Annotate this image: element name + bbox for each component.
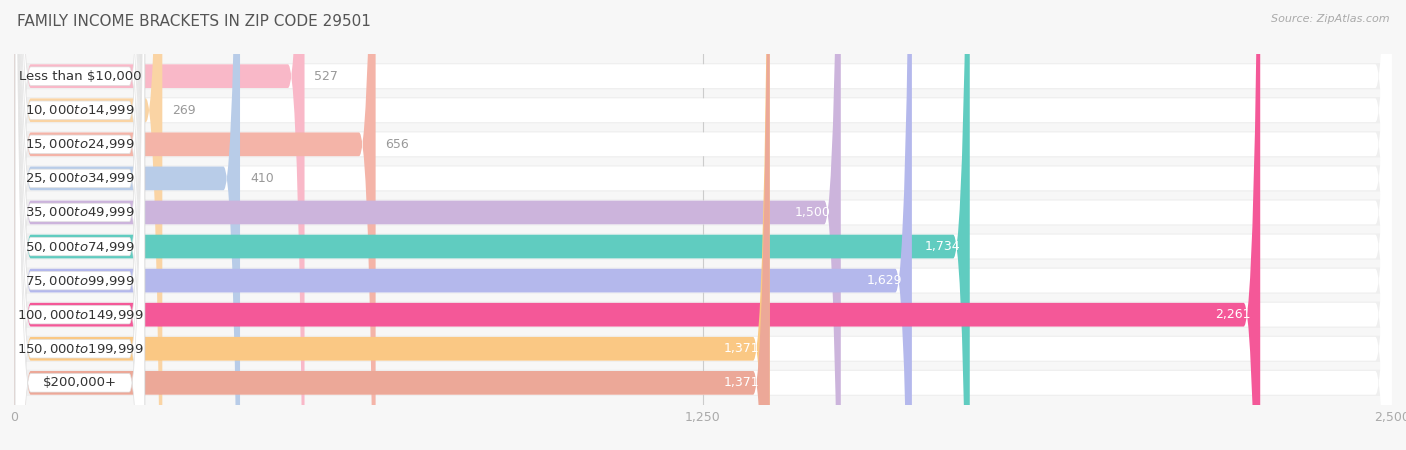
FancyBboxPatch shape: [14, 0, 1392, 450]
Text: $25,000 to $34,999: $25,000 to $34,999: [25, 171, 135, 185]
Text: 410: 410: [250, 172, 274, 185]
FancyBboxPatch shape: [15, 0, 145, 450]
FancyBboxPatch shape: [14, 0, 769, 450]
Text: FAMILY INCOME BRACKETS IN ZIP CODE 29501: FAMILY INCOME BRACKETS IN ZIP CODE 29501: [17, 14, 371, 28]
FancyBboxPatch shape: [14, 0, 1392, 450]
FancyBboxPatch shape: [14, 97, 1392, 123]
Text: $10,000 to $14,999: $10,000 to $14,999: [25, 103, 135, 117]
Text: 2,261: 2,261: [1215, 308, 1250, 321]
FancyBboxPatch shape: [15, 0, 145, 450]
FancyBboxPatch shape: [14, 0, 1392, 450]
FancyBboxPatch shape: [15, 0, 145, 450]
FancyBboxPatch shape: [14, 0, 305, 450]
FancyBboxPatch shape: [14, 370, 1392, 396]
Text: $100,000 to $149,999: $100,000 to $149,999: [17, 308, 143, 322]
Text: 1,629: 1,629: [866, 274, 903, 287]
FancyBboxPatch shape: [14, 0, 1260, 450]
FancyBboxPatch shape: [14, 0, 1392, 450]
FancyBboxPatch shape: [15, 0, 145, 450]
Text: 1,371: 1,371: [724, 376, 759, 389]
FancyBboxPatch shape: [14, 0, 1392, 450]
Text: 656: 656: [385, 138, 409, 151]
FancyBboxPatch shape: [14, 0, 240, 450]
Text: 527: 527: [315, 70, 339, 83]
Text: $200,000+: $200,000+: [44, 376, 117, 389]
FancyBboxPatch shape: [14, 131, 1392, 158]
FancyBboxPatch shape: [14, 0, 1392, 450]
Text: $50,000 to $74,999: $50,000 to $74,999: [25, 239, 135, 253]
FancyBboxPatch shape: [14, 0, 970, 450]
FancyBboxPatch shape: [15, 0, 145, 450]
FancyBboxPatch shape: [14, 267, 1392, 294]
FancyBboxPatch shape: [14, 0, 375, 450]
FancyBboxPatch shape: [14, 336, 1392, 362]
FancyBboxPatch shape: [15, 0, 145, 450]
FancyBboxPatch shape: [15, 0, 145, 450]
Text: 1,500: 1,500: [794, 206, 831, 219]
FancyBboxPatch shape: [14, 63, 1392, 89]
FancyBboxPatch shape: [14, 0, 162, 450]
FancyBboxPatch shape: [14, 0, 1392, 450]
Text: $150,000 to $199,999: $150,000 to $199,999: [17, 342, 143, 356]
FancyBboxPatch shape: [14, 0, 912, 450]
FancyBboxPatch shape: [14, 0, 1392, 450]
Text: 1,371: 1,371: [724, 342, 759, 355]
Text: $35,000 to $49,999: $35,000 to $49,999: [25, 206, 135, 220]
Text: $75,000 to $99,999: $75,000 to $99,999: [25, 274, 135, 288]
Text: Source: ZipAtlas.com: Source: ZipAtlas.com: [1271, 14, 1389, 23]
Text: $15,000 to $24,999: $15,000 to $24,999: [25, 137, 135, 151]
FancyBboxPatch shape: [14, 302, 1392, 328]
Text: Less than $10,000: Less than $10,000: [18, 70, 141, 83]
FancyBboxPatch shape: [15, 0, 145, 450]
Text: 1,734: 1,734: [924, 240, 960, 253]
FancyBboxPatch shape: [14, 0, 1392, 450]
FancyBboxPatch shape: [14, 199, 1392, 225]
FancyBboxPatch shape: [15, 0, 145, 450]
FancyBboxPatch shape: [14, 165, 1392, 192]
FancyBboxPatch shape: [14, 0, 841, 450]
FancyBboxPatch shape: [14, 0, 1392, 450]
FancyBboxPatch shape: [14, 0, 769, 450]
FancyBboxPatch shape: [15, 0, 145, 450]
FancyBboxPatch shape: [14, 234, 1392, 260]
Text: 269: 269: [173, 104, 195, 117]
